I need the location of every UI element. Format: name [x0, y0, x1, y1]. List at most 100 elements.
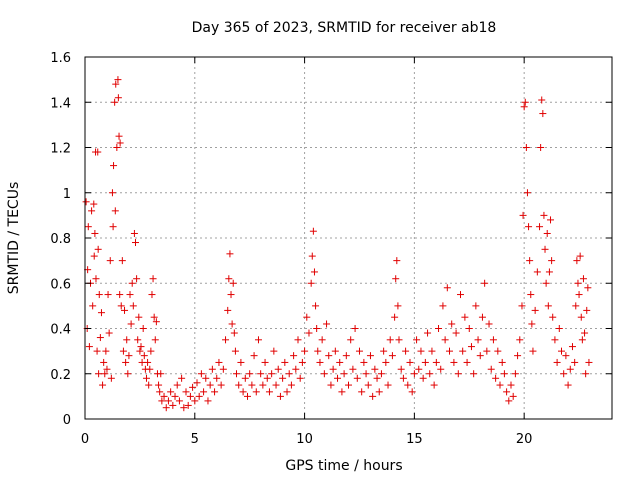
data-point — [441, 336, 449, 344]
data-point — [296, 374, 304, 382]
data-point — [417, 347, 425, 355]
data-point — [360, 358, 368, 366]
data-point — [399, 374, 407, 382]
data-point — [472, 302, 480, 310]
data-point — [541, 245, 549, 253]
data-point — [395, 336, 403, 344]
data-point — [494, 347, 502, 355]
data-point — [408, 388, 416, 396]
data-point — [144, 358, 152, 366]
data-point — [270, 347, 278, 355]
data-point — [426, 370, 434, 378]
data-point — [544, 302, 552, 310]
x-tick-label: 20 — [516, 432, 533, 447]
data-point — [303, 313, 311, 321]
data-point — [334, 374, 342, 382]
data-point — [230, 329, 238, 337]
data-point — [309, 227, 317, 235]
data-point — [105, 329, 113, 337]
data-point — [265, 388, 273, 396]
data-point — [119, 347, 127, 355]
data-point — [349, 365, 357, 373]
data-point — [239, 388, 247, 396]
data-point — [566, 365, 574, 373]
data-point — [268, 370, 276, 378]
data-point — [392, 275, 400, 283]
data-point — [106, 257, 114, 265]
data-point — [578, 336, 586, 344]
data-point — [562, 352, 570, 360]
data-point — [439, 302, 447, 310]
x-tick-label: 10 — [296, 432, 313, 447]
data-point — [125, 352, 133, 360]
data-point — [149, 275, 157, 283]
data-point — [156, 388, 164, 396]
data-point — [355, 347, 363, 355]
data-point — [557, 347, 565, 355]
data-point — [391, 313, 399, 321]
data-point — [325, 352, 333, 360]
data-point — [259, 381, 267, 389]
data-point — [148, 291, 156, 299]
data-point — [285, 370, 293, 378]
data-point — [184, 401, 192, 409]
data-point — [527, 291, 535, 299]
data-point — [108, 189, 116, 197]
data-point — [542, 279, 550, 287]
data-point — [338, 388, 346, 396]
data-point — [528, 320, 536, 328]
data-point — [93, 347, 101, 355]
data-point — [358, 388, 366, 396]
data-point — [435, 325, 443, 332]
data-point — [560, 370, 568, 378]
data-point — [487, 365, 495, 373]
data-point — [101, 370, 109, 378]
data-point — [150, 313, 158, 321]
data-point — [327, 381, 335, 389]
data-point — [419, 374, 427, 382]
data-point — [481, 279, 489, 287]
data-point — [263, 374, 271, 382]
data-point — [470, 370, 478, 378]
data-point — [529, 347, 537, 355]
data-point — [345, 381, 352, 389]
data-point — [467, 343, 475, 351]
data-point — [140, 352, 148, 360]
data-point — [537, 144, 545, 151]
data-point — [404, 381, 412, 389]
data-point — [314, 347, 322, 355]
data-point — [536, 223, 544, 231]
data-point — [151, 336, 159, 344]
data-point — [204, 397, 212, 405]
x-tick-label: 0 — [81, 432, 89, 447]
data-point — [135, 313, 143, 321]
data-point — [474, 336, 482, 344]
data-point — [373, 374, 381, 382]
y-tick-label: 0.4 — [50, 323, 71, 338]
data-point — [509, 392, 517, 400]
data-point — [571, 358, 579, 366]
data-point — [136, 347, 144, 355]
data-point — [211, 388, 219, 396]
y-tick-label: 1.4 — [50, 96, 71, 111]
data-point — [540, 211, 548, 219]
y-tick-label: 0 — [63, 413, 71, 428]
data-point — [180, 404, 188, 412]
x-tick-label: 5 — [191, 432, 199, 447]
data-point — [437, 365, 445, 373]
data-point — [243, 392, 251, 400]
data-point — [340, 370, 348, 378]
data-point — [410, 370, 418, 378]
data-point — [574, 279, 582, 287]
data-point — [545, 268, 553, 276]
data-point — [406, 358, 414, 366]
data-point — [382, 358, 390, 366]
data-point — [224, 306, 232, 314]
data-point — [248, 381, 256, 389]
data-point — [96, 334, 104, 342]
data-point — [316, 358, 324, 366]
data-point — [114, 94, 122, 102]
data-point — [526, 257, 534, 265]
data-point — [123, 336, 131, 344]
